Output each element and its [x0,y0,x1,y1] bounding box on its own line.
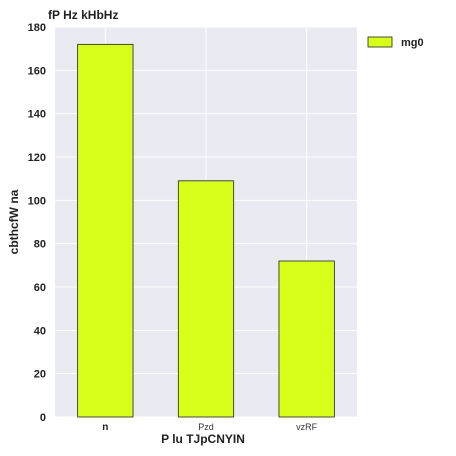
chart-title: fP Hz kHbHz [48,8,118,22]
y-axis-label: cbthcfW na [7,189,21,254]
x-tick-label: n [102,422,108,433]
x-tick-label: vzRF [296,422,317,432]
y-tick-label: 40 [34,325,46,337]
y-tick-label: 80 [34,239,46,251]
y-tick-label: 60 [34,282,46,294]
bar-vzRF [278,260,335,418]
y-tick-label: 20 [34,369,46,381]
legend: mg0 [367,36,424,49]
y-tick-label: 160 [28,65,46,77]
bars [77,43,335,418]
x-axis-label: P lu TJpCNYIN [161,432,245,446]
legend-swatch [367,36,393,48]
legend-label: mg0 [401,37,424,49]
y-tick-label: 0 [40,412,46,424]
x-tick-label: Pzd [198,422,214,432]
bar-n [77,43,134,418]
y-tick-label: 120 [28,152,46,164]
y-tick-label: 140 [28,109,46,121]
y-tick-label: 100 [28,195,46,207]
x-tick-labels: n Pzd vzRF [102,422,317,433]
y-tick-labels: 0 20 40 60 80 100 120 140 160 180 [28,22,46,424]
bar-Pzd [177,180,235,418]
y-tick-label: 180 [28,22,46,34]
